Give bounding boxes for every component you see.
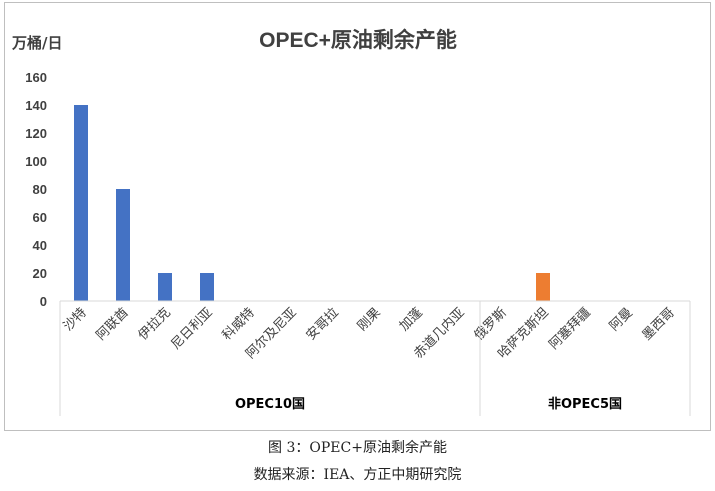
y-tick-label-1: 20: [33, 266, 47, 281]
y-tick-label-2: 40: [33, 238, 47, 253]
bar-11: [536, 273, 550, 301]
y-axis-ticks: 0 20 40 60 80 100 120 140 160: [25, 70, 47, 309]
chart-title: OPEC+原油剩余产能: [259, 28, 457, 52]
bar-0: [74, 105, 88, 301]
y-tick-label-0: 0: [40, 294, 47, 309]
group-label-0: OPEC10国: [235, 397, 305, 412]
source-caption: 数据来源：IEA、方正中期研究院: [253, 467, 462, 483]
figure-caption: 图 3：OPEC+原油剩余产能: [268, 440, 447, 456]
axes: [59, 300, 691, 416]
y-tick-label-8: 160: [25, 70, 47, 85]
y-tick-label-6: 120: [25, 126, 47, 141]
bar-1: [116, 189, 130, 301]
y-tick-label-7: 140: [25, 98, 47, 113]
chart-frame: OPEC+原油剩余产能 万桶/日 0 20 40 60 80 100 120 140 160 沙…: [4, 2, 711, 431]
bar-3: [200, 273, 214, 301]
bars: [74, 105, 550, 301]
chart-border: [4, 2, 711, 431]
bar-2: [158, 273, 172, 301]
y-axis-label: 万桶/日: [11, 34, 62, 52]
y-tick-label-4: 80: [33, 182, 47, 197]
group-label-1: 非OPEC5国: [548, 396, 622, 412]
group-labels: OPEC10国 非OPEC5国: [235, 396, 622, 412]
y-tick-label-5: 100: [25, 154, 47, 169]
y-tick-label-3: 60: [33, 210, 47, 225]
